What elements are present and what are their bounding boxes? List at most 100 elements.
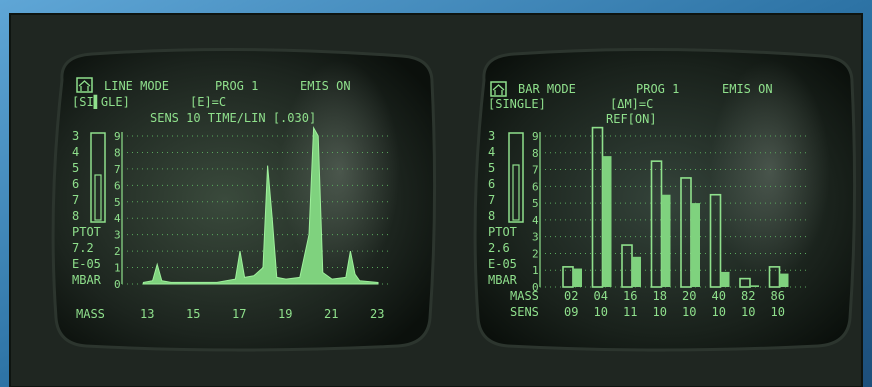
bar-chart-bars	[562, 126, 789, 288]
x-tick-label: 19	[278, 307, 292, 321]
bar-fill	[661, 194, 671, 287]
y-tick-label: 4	[114, 212, 121, 225]
emission-label: EMIS ON	[300, 79, 351, 93]
range-label: 7	[72, 193, 79, 207]
y-tick-label: 0	[532, 281, 539, 294]
sens-value: 10	[712, 305, 726, 319]
bar-fill	[750, 285, 759, 287]
right-y-axis: 9 8 7 6 5 4 3 2 1 0	[532, 130, 541, 294]
y-tick-label: 9	[114, 130, 121, 143]
mass-value: 04	[594, 289, 608, 303]
mode-label: BAR MODE	[518, 82, 576, 96]
left-range-bar	[90, 132, 106, 223]
scan-type: [SI▌GLE]	[72, 94, 130, 109]
mass-value: 40	[712, 289, 726, 303]
left-x-label: MASS	[76, 307, 105, 321]
right-range-bar	[508, 132, 524, 223]
bar-fill	[573, 268, 582, 287]
bar-categories: 02 09 04 10 16 11 18 10 20 10 40 10 82 10 86 10	[564, 289, 785, 319]
home-icon	[490, 81, 507, 97]
bar-outline	[739, 277, 751, 288]
mass-spectrum-trace	[142, 126, 379, 285]
range-label: 8	[72, 209, 79, 223]
range-label: 5	[72, 161, 79, 175]
y-tick-label: 6	[114, 179, 121, 192]
range-label: MBAR	[72, 273, 102, 287]
mass-row-label: MASS	[510, 289, 539, 303]
reference-setting: REF[ON]	[606, 112, 657, 126]
bar-outline	[709, 193, 722, 288]
y-tick-label: 0	[114, 278, 121, 291]
sens-row-label: SENS	[510, 305, 539, 319]
range-label: PTOT	[488, 225, 517, 239]
y-tick-label: 5	[532, 197, 539, 210]
x-tick-label: 23	[370, 307, 384, 321]
mass-value: 18	[653, 289, 667, 303]
left-screen: LINE MODE PROG 1 EMIS ON [SI▌GLE] [E]=C …	[72, 77, 390, 321]
range-label: PTOT	[72, 225, 101, 239]
bar-fill	[602, 156, 612, 287]
y-tick-label: 7	[114, 163, 121, 176]
range-label: 7.2	[72, 241, 94, 255]
sens-value: 11	[623, 305, 637, 319]
range-label: 6	[488, 177, 495, 191]
bar-fill	[691, 203, 700, 287]
sens-value: 10	[594, 305, 608, 319]
x-tick-label: 13	[140, 307, 154, 321]
range-label: MBAR	[488, 273, 518, 287]
sens-value: 10	[771, 305, 785, 319]
program-label: PROG 1	[636, 82, 679, 96]
y-tick-label: 7	[532, 164, 539, 177]
mass-value: 02	[564, 289, 578, 303]
emission-label: EMIS ON	[722, 82, 773, 96]
range-label: E-05	[72, 257, 101, 271]
range-label: 6	[72, 177, 79, 191]
y-tick-label: 2	[114, 245, 121, 258]
range-label: 7	[488, 193, 495, 207]
home-icon	[76, 77, 93, 93]
range-label: 4	[488, 145, 495, 159]
range-label: 4	[72, 145, 79, 159]
range-label: E-05	[488, 257, 517, 271]
y-tick-label: 6	[532, 180, 539, 193]
y-tick-label: 4	[532, 214, 539, 227]
right-range-column: 3 4 5 6 7 8 PTOT 2.6 E-05 MBAR	[488, 129, 518, 287]
mass-value: 82	[741, 289, 755, 303]
mass-value: 86	[771, 289, 785, 303]
bar-fill	[632, 256, 641, 287]
range-label: 3	[72, 129, 79, 143]
y-tick-label: 3	[114, 229, 121, 242]
sens-value: 09	[564, 305, 578, 319]
right-screen: BAR MODE PROG 1 EMIS ON [SINGLE] [ΔM]=C …	[488, 81, 806, 319]
sens-value: 10	[653, 305, 667, 319]
sens-value: 10	[741, 305, 755, 319]
left-y-axis: 9 8 7 6 5 4 3 2 1 0	[114, 130, 123, 291]
range-label: 8	[488, 209, 495, 223]
electron-setting: [E]=C	[190, 95, 226, 109]
y-tick-label: 1	[114, 262, 121, 275]
y-tick-label: 1	[532, 264, 539, 277]
y-tick-label: 5	[114, 196, 121, 209]
x-tick-label: 15	[186, 307, 200, 321]
mass-value: 20	[682, 289, 696, 303]
scan-type: [SINGLE]	[488, 97, 546, 111]
y-tick-label: 2	[532, 247, 539, 260]
mass-value: 16	[623, 289, 637, 303]
left-x-ticks: 13 15 17 19 21 23	[140, 307, 384, 321]
y-tick-label: 8	[532, 147, 539, 160]
mode-label: LINE MODE	[104, 79, 169, 93]
x-tick-label: 17	[232, 307, 246, 321]
sens-value: 10	[682, 305, 696, 319]
range-label: 5	[488, 161, 495, 175]
sens-time-line: SENS 10 TIME/LIN [.030]	[150, 111, 316, 125]
y-tick-label: 9	[532, 130, 539, 143]
left-range-column: 3 4 5 6 7 8 PTOT 7.2 E-05 MBAR	[72, 129, 102, 287]
bar-fill	[779, 273, 789, 287]
y-tick-label: 3	[532, 231, 539, 244]
range-label: 3	[488, 129, 495, 143]
bar-fill	[720, 271, 730, 287]
program-label: PROG 1	[215, 79, 258, 93]
range-label: 2.6	[488, 241, 510, 255]
x-tick-label: 21	[324, 307, 338, 321]
